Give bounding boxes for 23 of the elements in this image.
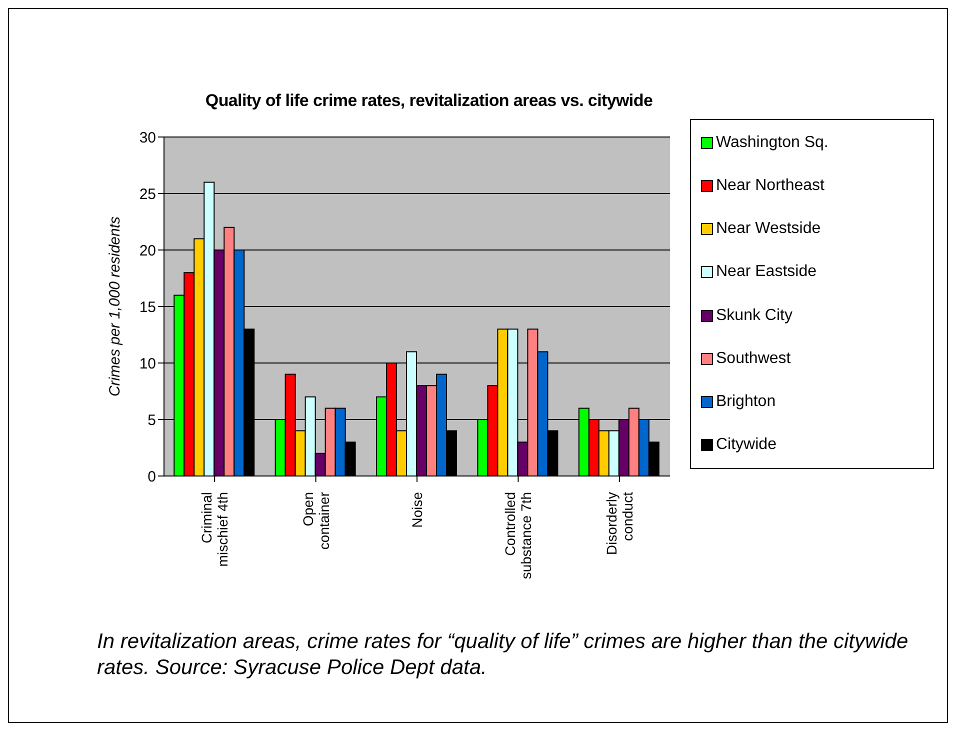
legend-label: Near Eastside [716, 263, 816, 282]
x-tick-label: Criminal mischief 4th [198, 492, 231, 567]
y-tick-label: 5 [148, 412, 156, 429]
x-tick-label: Open container [300, 492, 332, 550]
legend-label: Near Northeast [716, 177, 824, 196]
x-tick-label: Noise [409, 492, 425, 528]
y-tick-label: 25 [139, 186, 156, 203]
y-tick-label: 10 [139, 355, 156, 372]
legend-label: Near Westside [716, 220, 821, 238]
legend-label: Skunk City [716, 306, 792, 325]
legend-label: Brighton [716, 392, 776, 411]
legend-label: Southwest [716, 350, 791, 368]
text: In revitalization areas, crime rates for “quality of life” crimes are higher than the citywide rates. Source: Syracuse Police Dept data. [97, 629, 910, 682]
x-tick-label: Controlled substance 7th [502, 492, 534, 580]
y-tick-label: 20 [139, 242, 156, 260]
legend-label: Washington Sq. [716, 134, 828, 152]
y-tick-label: 0 [148, 468, 156, 486]
x-tick-label: Disorderly conduct [603, 492, 636, 556]
y-tick-label: 15 [139, 298, 156, 316]
y-tick-label: 30 [139, 129, 156, 146]
chart-title: Quality of life crime rates, revitalization areas vs. citywide [204, 91, 654, 111]
legend-label: Citywide [716, 436, 776, 454]
y-axis-title: Crimes per 1,000 residents [106, 216, 124, 397]
